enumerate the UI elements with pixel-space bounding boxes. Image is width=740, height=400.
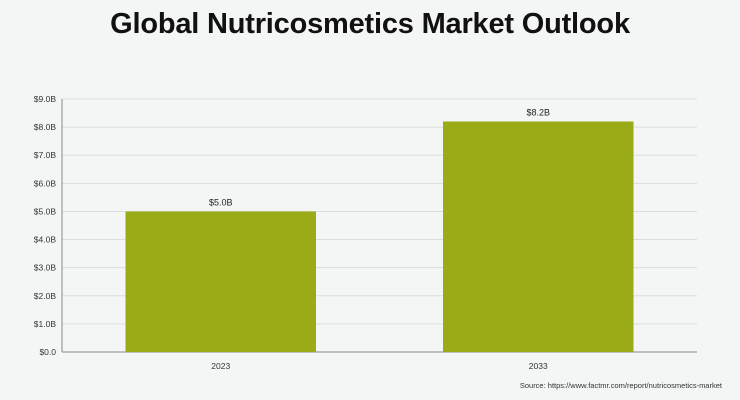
data-label: $8.2B xyxy=(526,107,550,117)
y-tick-label: $1.0B xyxy=(34,319,57,329)
y-tick-label: $7.0B xyxy=(34,150,57,160)
x-tick-label: 2033 xyxy=(529,361,548,371)
y-tick-label: $3.0B xyxy=(34,263,57,273)
bar-2023 xyxy=(125,211,316,352)
y-tick-label: $9.0B xyxy=(34,94,57,104)
y-tick-label: $8.0B xyxy=(34,122,57,132)
y-tick-label: $6.0B xyxy=(34,178,57,188)
data-label: $5.0B xyxy=(209,197,233,207)
bars xyxy=(125,121,634,352)
y-tick-label: $0.0 xyxy=(39,347,56,357)
y-tick-label: $2.0B xyxy=(34,291,57,301)
chart-title: Global Nutricosmetics Market Outlook xyxy=(110,8,630,40)
y-tick-label: $5.0B xyxy=(34,206,57,216)
x-tick-label: 2023 xyxy=(211,361,230,371)
bar-2033 xyxy=(443,121,634,352)
y-tick-label: $4.0B xyxy=(34,235,57,245)
labels: $0.0 $1.0B $2.0B $3.0B $4.0B $5.0B $6.0B $7.0B $… xyxy=(34,94,550,371)
source-note: Source: https://www.factmr.com/report/nu… xyxy=(519,381,722,390)
